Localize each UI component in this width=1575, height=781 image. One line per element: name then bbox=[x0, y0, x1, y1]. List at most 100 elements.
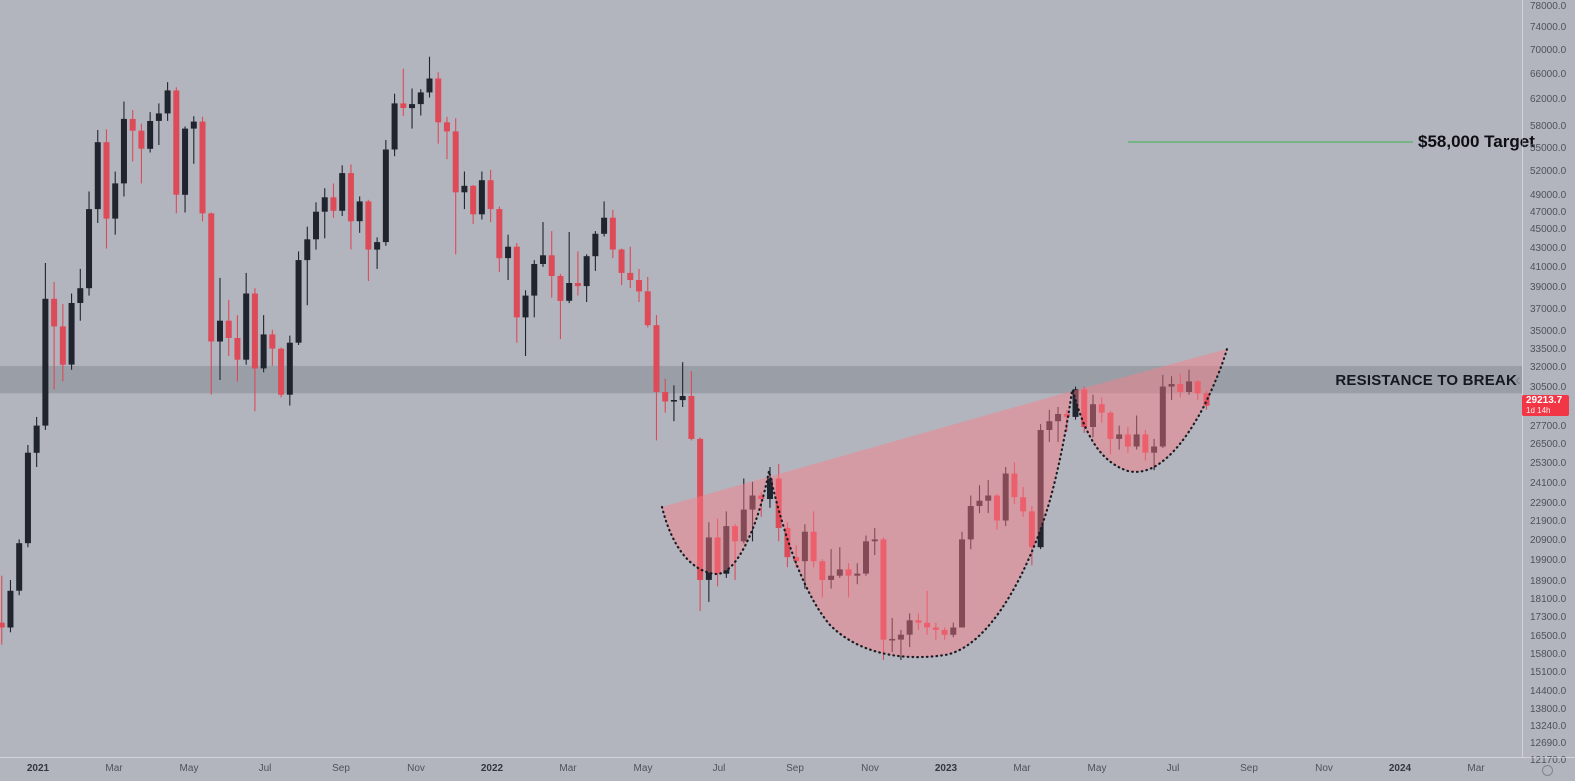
candle-wick bbox=[306, 226, 308, 306]
price-axis-label: 15800.0 bbox=[1530, 649, 1567, 660]
candle-wick bbox=[1, 575, 3, 645]
candle-wick bbox=[446, 116, 448, 160]
price-axis-label: 13800.0 bbox=[1530, 704, 1567, 715]
price-axis-label: 43000.0 bbox=[1530, 243, 1567, 254]
time-axis-label: Sep bbox=[786, 763, 804, 774]
price-axis[interactable]: 78000.0 74000.0 70000.0 66000.0 62000.0 58000… bbox=[1522, 0, 1575, 766]
time-axis-label: Nov bbox=[861, 763, 879, 774]
candle-body bbox=[443, 122, 450, 132]
candle-wick bbox=[935, 622, 937, 640]
candle-body bbox=[190, 121, 197, 129]
time-axis-label: Nov bbox=[407, 763, 425, 774]
candle-wick bbox=[324, 188, 326, 239]
candle-body bbox=[1142, 434, 1149, 453]
price-axis-label: 30500.0 bbox=[1530, 382, 1567, 393]
candle-wick bbox=[874, 527, 876, 556]
candle-body bbox=[470, 185, 477, 215]
price-axis-label: 18900.0 bbox=[1530, 576, 1567, 587]
candle-wick bbox=[542, 222, 544, 267]
candle-body bbox=[304, 239, 311, 261]
candle-body bbox=[566, 283, 573, 301]
candle-body bbox=[0, 622, 5, 628]
candle-body bbox=[1151, 446, 1158, 453]
candle-wick bbox=[376, 237, 378, 269]
pattern-fill[interactable] bbox=[1073, 349, 1227, 472]
candle-body bbox=[234, 338, 241, 360]
candle-wick bbox=[673, 385, 675, 422]
time-axis[interactable]: 2021 Mar May Jul Sep Nov 2022 Mar May Jul Sep Nov 20… bbox=[0, 757, 1575, 781]
price-axis-label: 35000.0 bbox=[1530, 326, 1567, 337]
candle-body bbox=[548, 255, 555, 276]
candle-body bbox=[269, 334, 276, 349]
price-axis-label: 12170.0 bbox=[1530, 755, 1567, 766]
price-axis-label: 17300.0 bbox=[1530, 612, 1567, 623]
candle-body bbox=[897, 634, 904, 640]
candle-body bbox=[941, 629, 948, 635]
price-axis-label: 20900.0 bbox=[1530, 535, 1567, 546]
time-axis-label: Sep bbox=[1240, 763, 1258, 774]
candle-body bbox=[391, 103, 398, 150]
price-axis-label: 41000.0 bbox=[1530, 262, 1567, 273]
candle-body bbox=[636, 280, 643, 292]
candle-body bbox=[932, 627, 939, 630]
clock-icon[interactable] bbox=[1542, 765, 1553, 776]
candle-body bbox=[1020, 497, 1027, 512]
candle-body bbox=[356, 201, 363, 222]
price-axis-label: 13240.0 bbox=[1530, 721, 1567, 732]
candle-body bbox=[863, 541, 869, 574]
candle-body bbox=[295, 260, 302, 343]
pattern-outline[interactable] bbox=[660, 389, 1074, 659]
price-axis-label: 49000.0 bbox=[1530, 190, 1567, 201]
candle-body bbox=[435, 78, 442, 123]
last-price-tag: 29213.7 1d 14h bbox=[1522, 395, 1569, 416]
pattern-fill[interactable] bbox=[662, 391, 1072, 658]
candle-body bbox=[452, 131, 459, 193]
candle-body bbox=[59, 326, 66, 365]
candle-body bbox=[775, 478, 782, 528]
candle-body bbox=[950, 627, 957, 635]
candle-wick bbox=[53, 282, 55, 390]
candle-wick bbox=[795, 545, 797, 568]
candle-wick bbox=[847, 563, 850, 598]
candle-body bbox=[365, 201, 372, 250]
candle-wick bbox=[926, 590, 928, 635]
price-axis-label: 78000.0 bbox=[1530, 1, 1567, 12]
candle-body bbox=[959, 539, 966, 628]
pattern-outline[interactable] bbox=[1071, 347, 1229, 473]
time-axis-label: Nov bbox=[1315, 763, 1333, 774]
candle-body bbox=[653, 325, 660, 392]
price-axis-label: 12690.0 bbox=[1530, 738, 1567, 749]
candle-body bbox=[173, 90, 180, 195]
candle-body bbox=[321, 197, 328, 212]
candle-body bbox=[1063, 414, 1070, 417]
price-axis-label: 27700.0 bbox=[1530, 421, 1567, 432]
candle-wick bbox=[734, 524, 736, 580]
candle-body bbox=[1037, 430, 1044, 548]
candle-body bbox=[16, 543, 23, 591]
candle-wick bbox=[559, 273, 561, 340]
candle-body bbox=[103, 142, 110, 219]
price-axis-label: 21900.0 bbox=[1530, 516, 1567, 527]
price-scale-chevron-icon[interactable]: ‹ bbox=[1515, 370, 1521, 389]
candle-body bbox=[33, 425, 40, 453]
candle-wick bbox=[839, 547, 841, 578]
candle-body bbox=[627, 272, 634, 280]
time-axis-label: Jul bbox=[712, 763, 726, 774]
time-axis-label: Mar bbox=[559, 763, 577, 774]
resistance-zone[interactable] bbox=[0, 365, 1522, 394]
candle-wick bbox=[577, 251, 579, 296]
candle-body bbox=[924, 622, 931, 628]
candle-body bbox=[714, 537, 721, 574]
price-target-label: $58,000 Target bbox=[1418, 132, 1535, 151]
price-axis-label: 15100.0 bbox=[1530, 667, 1567, 678]
candle-body bbox=[531, 264, 538, 296]
candle-body bbox=[51, 298, 58, 327]
candle-body bbox=[836, 569, 843, 576]
candle-body bbox=[810, 531, 817, 562]
candle-body bbox=[749, 495, 756, 510]
candle-body bbox=[854, 573, 861, 576]
candle-body bbox=[478, 180, 485, 215]
candle-body bbox=[1116, 434, 1123, 439]
